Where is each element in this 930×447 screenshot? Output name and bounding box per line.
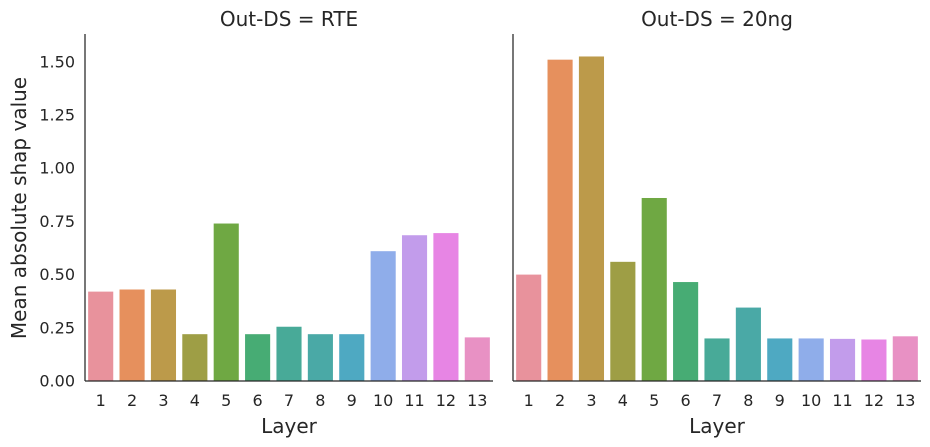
x-tick-label: 5 — [221, 391, 231, 410]
panel-rte-bars — [88, 223, 490, 381]
bar-layer-8 — [307, 334, 333, 381]
bar-layer-11 — [401, 235, 428, 381]
x-tick-label: 13 — [467, 391, 487, 410]
panel-rte: Out-DS = RTE 1 2 3 4 5 6 7 8 9 10 11 12 13 0.000.250… — [7, 7, 493, 438]
x-tick-label: 13 — [895, 391, 915, 410]
panel-20ng-title: Out-DS = 20ng — [641, 7, 793, 31]
bar-layer-10 — [798, 338, 824, 381]
y-tick-label: 0.00 — [39, 372, 75, 391]
x-tick-label: 9 — [775, 391, 785, 410]
x-tick-label: 7 — [712, 391, 722, 410]
x-tick-label: 6 — [681, 391, 691, 410]
y-tick-label: 0.25 — [39, 318, 75, 337]
panel-20ng-bars — [516, 56, 918, 382]
bar-layer-2 — [119, 289, 145, 381]
x-tick-label: 12 — [436, 391, 456, 410]
x-tick-label: 8 — [743, 391, 753, 410]
x-tick-label: 7 — [284, 391, 294, 410]
bar-layer-4 — [182, 334, 208, 381]
x-tick-label: 1 — [96, 391, 106, 410]
x-tick-label: 5 — [649, 391, 659, 410]
bar-layer-9 — [339, 334, 365, 381]
bar-layer-6 — [245, 334, 271, 381]
bar-layer-3 — [150, 289, 177, 381]
bar-layer-5 — [213, 223, 239, 381]
bar-layer-4 — [610, 261, 636, 381]
panel-rte-y-ticks: 0.00 0.25 0.50 0.75 1.00 1.25 1.50 — [39, 52, 75, 390]
bar-layer-13 — [464, 337, 490, 381]
x-tick-label: 3 — [586, 391, 596, 410]
bar-layer-1 — [88, 291, 114, 381]
x-tick-label: 9 — [347, 391, 357, 410]
panel-rte-title: Out-DS = RTE — [220, 7, 358, 31]
panel-rte-x-label: Layer — [261, 414, 318, 438]
y-tick-label: 1.50 — [39, 52, 75, 71]
x-tick-label: 2 — [127, 391, 137, 410]
x-tick-label: 10 — [801, 391, 821, 410]
bar-layer-12 — [433, 233, 459, 381]
x-tick-label: 11 — [404, 391, 424, 410]
bar-layer-7 — [704, 338, 730, 381]
bar-layer-6 — [673, 282, 699, 381]
bar-layer-2 — [547, 59, 573, 382]
x-tick-label: 3 — [158, 391, 168, 410]
x-tick-label: 6 — [253, 391, 263, 410]
bar-layer-8 — [735, 307, 761, 381]
y-axis-label: Mean absolute shap value — [7, 77, 31, 339]
bar-layer-9 — [767, 338, 793, 381]
panel-20ng: Out-DS = 20ng 1 2 3 4 5 6 7 8 9 10 11 12 13 Layer — [512, 7, 921, 438]
x-tick-label: 11 — [832, 391, 852, 410]
panel-rte-x-ticks: 1 2 3 4 5 6 7 8 9 10 11 12 13 — [96, 391, 488, 410]
bar-layer-13 — [892, 336, 918, 381]
panel-20ng-x-ticks: 1 2 3 4 5 6 7 8 9 10 11 12 13 — [524, 391, 916, 410]
bar-layer-3 — [578, 56, 605, 381]
bar-layer-10 — [370, 251, 396, 381]
bar-layer-7 — [276, 326, 302, 381]
x-tick-label: 8 — [315, 391, 325, 410]
bar-layer-12 — [861, 339, 887, 381]
x-tick-label: 10 — [373, 391, 393, 410]
x-tick-label: 12 — [864, 391, 884, 410]
bar-layer-11 — [829, 338, 856, 381]
x-tick-label: 2 — [555, 391, 565, 410]
y-tick-label: 0.75 — [39, 212, 75, 231]
x-tick-label: 4 — [190, 391, 200, 410]
bar-layer-5 — [641, 197, 667, 381]
x-tick-label: 1 — [524, 391, 534, 410]
panel-20ng-x-label: Layer — [689, 414, 746, 438]
x-tick-label: 4 — [618, 391, 628, 410]
y-tick-label: 1.25 — [39, 106, 75, 125]
bar-layer-1 — [516, 274, 542, 381]
y-tick-label: 0.50 — [39, 265, 75, 284]
y-tick-label: 1.00 — [39, 159, 75, 178]
